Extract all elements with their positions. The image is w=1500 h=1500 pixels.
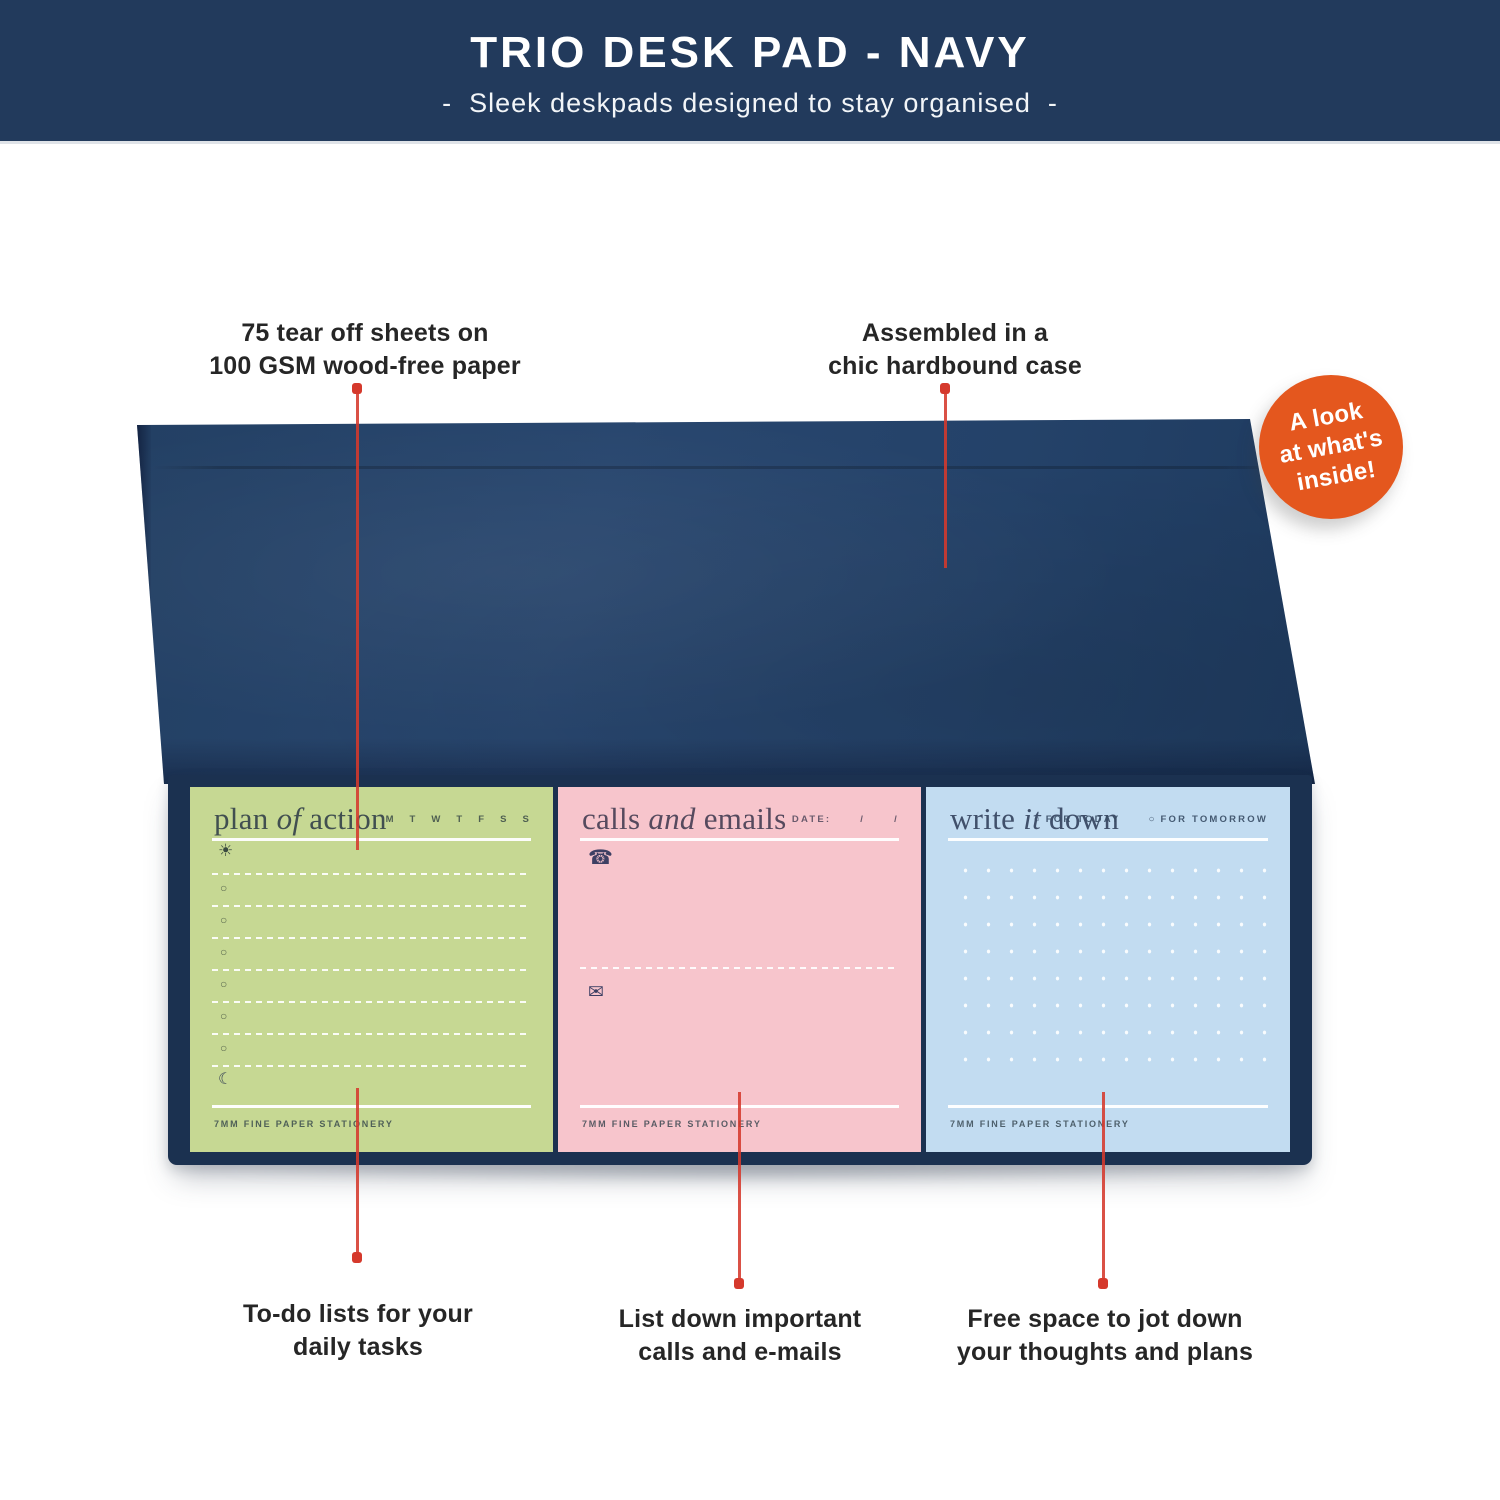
option-label: FOR TOMORROW xyxy=(1160,814,1268,825)
dashed-line xyxy=(212,1033,531,1035)
page-subtitle: - Sleek deskpads designed to stay organi… xyxy=(442,88,1058,118)
header-rule xyxy=(948,838,1268,841)
pointer-dot-tear-off xyxy=(352,383,362,394)
day-options: ○ FOR TODAY ○ FOR TOMORROW xyxy=(1034,814,1268,825)
pointer-line-freespace xyxy=(1102,1092,1105,1280)
weekday-labels: M T W T F S S xyxy=(385,814,531,825)
baseline-rule xyxy=(212,1105,531,1108)
checkbox-circle-icon: ○ xyxy=(220,913,228,927)
dashed-line xyxy=(212,1065,531,1067)
phone-icon: ☎ xyxy=(588,847,613,869)
case-lid xyxy=(137,419,1315,784)
pad-title: write it down xyxy=(950,801,1119,837)
pad-title-word-italic: it xyxy=(1023,801,1042,836)
envelope-icon: ✉ xyxy=(588,982,604,1003)
page-title: TRIO DESK PAD - NAVY xyxy=(470,28,1030,77)
dot-grid xyxy=(950,853,1268,1079)
annotation-free-space: Free space to jot down your thoughts and… xyxy=(956,1305,1254,1366)
dashed-line xyxy=(212,969,531,971)
option-label: FOR TODAY xyxy=(1045,814,1121,825)
pad-title: plan of action xyxy=(214,801,387,837)
pad-plan-of-action: plan of action M T W T F S S ☀ ○ ○ ○ ○ ○ ○… xyxy=(190,787,553,1152)
header-rule xyxy=(580,838,899,841)
annotation-calls-emails: List down important calls and e-mails xyxy=(618,1305,862,1366)
pad-title-word: write xyxy=(950,801,1016,836)
lid-left-edge xyxy=(137,425,151,784)
dashed-line xyxy=(212,905,531,907)
dashed-line xyxy=(580,967,899,969)
pad-title-word-italic: and xyxy=(648,801,696,836)
checkbox-circle-icon: ○ xyxy=(220,1009,228,1023)
brand-fineprint: 7MM FINE PAPER STATIONERY xyxy=(582,1119,762,1129)
pad-title-word-italic: of xyxy=(276,801,302,836)
baseline-rule xyxy=(948,1105,1268,1108)
dashed-line xyxy=(212,1001,531,1003)
pad-title-word: plan xyxy=(214,801,269,836)
pad-title-word: emails xyxy=(703,801,787,836)
checkbox-circle-icon: ○ xyxy=(220,881,228,895)
moon-icon: ☾ xyxy=(218,1071,233,1088)
pad-title: calls and emails xyxy=(582,801,786,837)
pad-calls-and-emails: calls and emails DATE: / / ☎ ✉ 7MM FINE PA… xyxy=(558,787,921,1152)
pointer-line-todo xyxy=(356,1088,359,1254)
checkbox-circle-icon: ○ xyxy=(220,977,228,991)
lid-crease xyxy=(153,466,1287,469)
pointer-dot-calls xyxy=(734,1278,744,1289)
pointer-line-hardbound xyxy=(944,392,947,568)
annotation-todo-lists: To-do lists for your daily tasks xyxy=(243,1300,473,1361)
circle-icon: ○ xyxy=(1148,814,1155,825)
pad-write-it-down: write it down ○ FOR TODAY ○ FOR TOMORROW 7… xyxy=(926,787,1290,1152)
sun-icon: ☀ xyxy=(218,841,234,860)
brand-fineprint: 7MM FINE PAPER STATIONERY xyxy=(214,1119,394,1129)
badge-text: A look at what's inside! xyxy=(1277,397,1385,497)
header-band: TRIO DESK PAD - NAVY - Sleek deskpads de… xyxy=(0,0,1500,144)
dashed-line xyxy=(212,873,531,875)
inside-look-badge: A look at what's inside! xyxy=(1259,375,1403,519)
pad-title-word: action xyxy=(309,801,387,836)
annotation-tear-off-sheets: 75 tear off sheets on 100 GSM wood-free … xyxy=(209,319,521,380)
annotation-hardbound-case: Assembled in a chic hardbound case xyxy=(828,319,1082,380)
option-for-tomorrow: ○ FOR TOMORROW xyxy=(1148,814,1268,825)
pad-title-word: down xyxy=(1049,801,1120,836)
pointer-line-tear-off xyxy=(356,392,359,850)
pointer-dot-todo xyxy=(352,1252,362,1263)
header-rule xyxy=(212,838,531,841)
date-label: DATE: / / xyxy=(791,814,899,825)
dashed-line xyxy=(212,937,531,939)
circle-icon: ○ xyxy=(1033,814,1040,825)
option-for-today: ○ FOR TODAY xyxy=(1034,814,1121,825)
brand-fineprint: 7MM FINE PAPER STATIONERY xyxy=(950,1119,1130,1129)
checkbox-circle-icon: ○ xyxy=(220,945,228,959)
pointer-dot-hardbound xyxy=(940,383,950,394)
pad-title-word: calls xyxy=(582,801,641,836)
checkbox-circle-icon: ○ xyxy=(220,1041,228,1055)
pointer-line-calls xyxy=(738,1092,741,1280)
pointer-dot-freespace xyxy=(1098,1278,1108,1289)
